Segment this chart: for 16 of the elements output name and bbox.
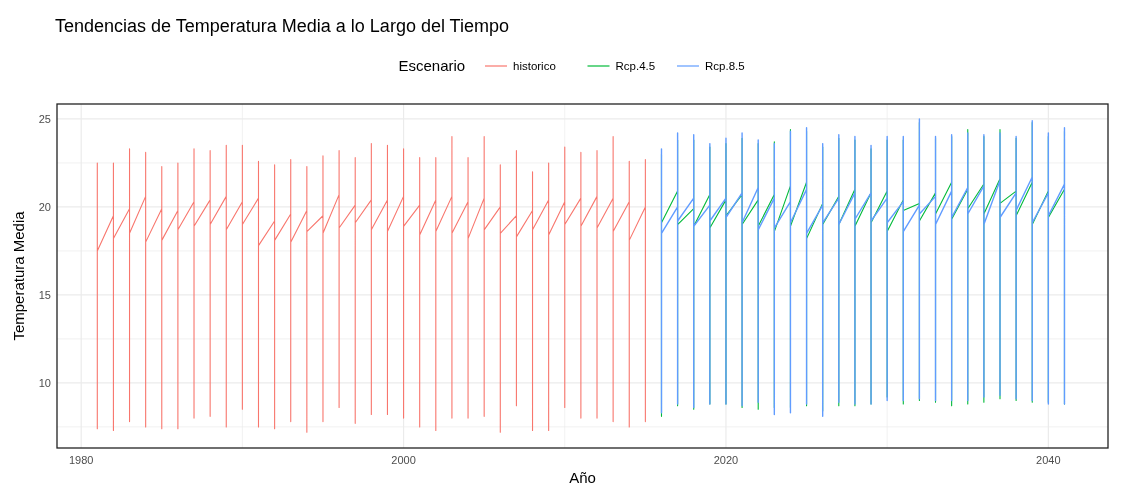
x-tick-label: 2040 — [1036, 454, 1061, 466]
chart-title: Tendencias de Temperatura Media a lo Largo del Tiempo — [55, 16, 509, 36]
x-tick-label: 2020 — [713, 454, 739, 466]
legend-title: Escenario — [398, 57, 466, 74]
line-series — [96, 136, 646, 433]
legend-label: Rcp.8.5 — [705, 60, 745, 72]
y-tick-label: 25 — [38, 112, 51, 125]
legend-label: Rcp.4.5 — [615, 60, 656, 72]
x-axis-title: Año — [569, 469, 596, 486]
y-tick-label: 15 — [38, 288, 51, 301]
y-tick-label: 20 — [38, 200, 51, 213]
x-tick-label: 1980 — [68, 454, 94, 466]
y-tick-label: 10 — [38, 376, 51, 389]
y-axis-title: Temperatura Media — [10, 210, 27, 341]
x-tick-label: 2000 — [391, 454, 416, 466]
legend-label: historico — [513, 60, 556, 72]
